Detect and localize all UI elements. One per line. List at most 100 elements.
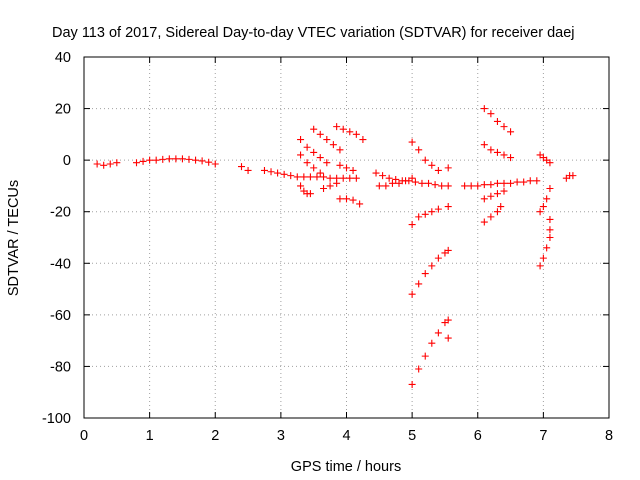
data-point: [546, 215, 554, 223]
data-point: [408, 290, 416, 298]
x-tick-label: 8: [605, 428, 613, 444]
data-point: [428, 262, 436, 270]
data-point: [434, 329, 442, 337]
data-point: [500, 187, 508, 195]
data-point: [408, 221, 416, 229]
data-point: [546, 185, 554, 193]
data-point: [444, 203, 452, 211]
series-track-22: [480, 141, 515, 162]
data-point: [343, 195, 350, 203]
data-point: [569, 172, 577, 180]
data-point: [395, 179, 403, 187]
data-point: [507, 179, 515, 187]
data-point: [352, 130, 360, 138]
series-track-19: [444, 334, 452, 342]
series-track-14: [375, 174, 416, 190]
y-tick-label: -40: [50, 256, 71, 272]
data-point: [297, 151, 305, 159]
data-point: [428, 339, 436, 347]
data-point: [303, 143, 311, 151]
x-tick-label: 7: [539, 428, 547, 444]
data-point: [172, 155, 180, 163]
data-point: [320, 185, 328, 193]
x-tick-label: 6: [474, 428, 482, 444]
data-point: [543, 244, 551, 252]
data-points: [93, 105, 577, 388]
data-point: [238, 163, 245, 171]
data-point: [323, 136, 331, 144]
data-point: [310, 148, 318, 156]
data-point: [310, 164, 318, 172]
y-tick-labels: -100 -80 -60 -40 -20 0 20 40: [42, 50, 71, 427]
data-point: [480, 141, 488, 149]
series-track-24: [480, 203, 505, 226]
data-point: [316, 130, 324, 138]
data-point: [244, 166, 252, 174]
data-point: [372, 169, 380, 177]
data-point: [520, 178, 528, 186]
x-tick-label: 0: [80, 428, 88, 444]
data-point: [349, 166, 357, 174]
data-point: [418, 179, 426, 187]
data-point: [306, 190, 314, 198]
data-point: [415, 280, 423, 288]
x-tick-label: 5: [408, 428, 416, 444]
data-point: [152, 156, 160, 164]
data-point: [487, 192, 495, 200]
data-point: [333, 179, 341, 187]
x-tick-label: 1: [146, 428, 154, 444]
data-point: [539, 254, 547, 262]
data-point: [444, 334, 452, 342]
data-point: [100, 161, 108, 169]
data-point: [428, 208, 436, 216]
series-track-11: [336, 161, 357, 174]
data-point: [336, 195, 344, 203]
data-point: [349, 196, 357, 204]
data-point: [507, 128, 515, 136]
data-point: [415, 213, 423, 221]
data-point: [303, 159, 311, 167]
data-point: [408, 138, 416, 146]
data-point: [526, 177, 534, 185]
x-tick-label: 4: [342, 428, 350, 444]
series-track-3: [238, 163, 252, 174]
data-point: [434, 205, 442, 213]
data-point: [539, 203, 547, 211]
data-point: [461, 182, 469, 190]
series-track-17: [408, 246, 452, 298]
data-point: [513, 178, 521, 186]
data-point: [546, 234, 554, 241]
series-track-30: [562, 172, 577, 182]
data-point: [392, 175, 400, 183]
series-track-8: [310, 125, 344, 154]
data-point: [336, 161, 344, 169]
data-point: [415, 365, 423, 373]
data-point: [493, 190, 501, 198]
data-point: [379, 172, 387, 180]
data-point: [346, 174, 354, 182]
series-track-4: [260, 166, 360, 182]
data-point: [480, 105, 488, 113]
series-track-16: [408, 203, 452, 229]
y-tick-label: -100: [42, 411, 71, 427]
y-tick-label: 40: [55, 50, 71, 66]
data-point: [493, 179, 501, 187]
y-tick-label: -60: [50, 308, 71, 324]
data-point: [507, 154, 515, 162]
data-point: [500, 179, 508, 187]
series-track-6: [297, 136, 331, 167]
data-point: [467, 182, 475, 190]
series-track-1: [93, 159, 121, 169]
data-point: [346, 128, 354, 136]
data-point: [359, 136, 367, 144]
series-track-12: [336, 195, 364, 208]
data-point: [546, 226, 554, 234]
data-point: [431, 181, 439, 189]
data-point: [421, 270, 429, 278]
series-track-26: [536, 195, 551, 216]
data-point: [146, 156, 154, 164]
data-point: [444, 164, 452, 172]
axis-ticks: [83, 56, 610, 419]
data-point: [139, 157, 147, 165]
